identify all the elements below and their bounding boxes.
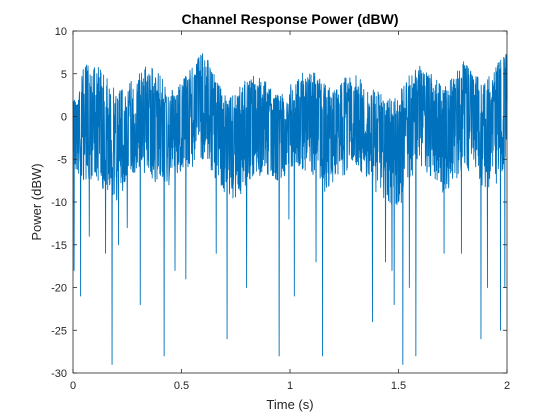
x-tick-label: 0 (70, 380, 76, 392)
x-axis-ticks: 0 0.5 1 1.5 2 (70, 31, 510, 392)
x-tick-label: 1 (287, 380, 293, 392)
x-tick-label: 0.5 (174, 380, 189, 392)
series-layer (72, 53, 508, 365)
y-tick-label: -30 (51, 368, 67, 380)
y-tick-label: -5 (57, 154, 67, 166)
y-axis-label: Power (dBW) (29, 163, 44, 240)
y-tick-label: -20 (51, 283, 67, 295)
y-tick-label: -10 (51, 197, 67, 209)
y-tick-label: 10 (55, 26, 67, 38)
y-axis-ticks: 10 5 0 -5 -10 -15 -20 -25 -30 (51, 26, 507, 380)
series-line-0 (72, 53, 508, 365)
chart-title: Channel Response Power (dBW) (181, 11, 398, 27)
x-axis-label: Time (s) (266, 397, 313, 412)
x-tick-label: 1.5 (391, 380, 406, 392)
x-tick-label: 2 (504, 380, 510, 392)
y-tick-label: 5 (61, 69, 67, 81)
y-tick-label: -15 (51, 240, 67, 252)
y-tick-label: -25 (51, 325, 67, 337)
y-tick-label: 0 (61, 112, 67, 124)
